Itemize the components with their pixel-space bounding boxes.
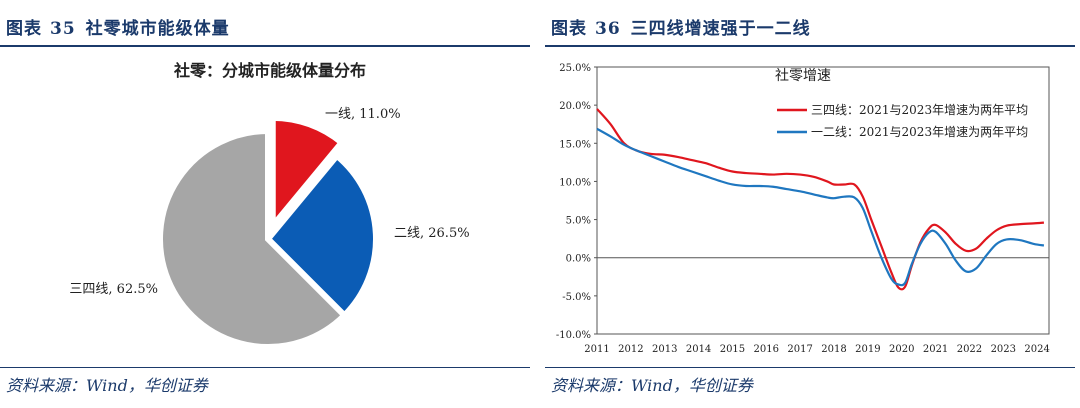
x-tick-label: 2013: [652, 344, 677, 355]
y-tick-label: -5.0%: [562, 292, 591, 303]
pie-chart: 社零：分城市能级体量分布 一线, 11.0% 二线, 26.5% 三四线, 62.5…: [69, 61, 470, 350]
x-tick-label: 2022: [957, 344, 982, 355]
x-tick-label: 2015: [720, 344, 745, 355]
left-figure-panel: 图表 35 社零城市能级体量 社零：分城市能级体量分布 一线, 11.0% 二线, 2…: [0, 0, 530, 408]
right-footer-rule: [545, 367, 1075, 368]
y-tick-label: 15.0%: [559, 139, 591, 150]
left-figure-label: 图表: [6, 19, 42, 39]
x-tick-label: 2020: [889, 344, 914, 355]
x-tick-label: 2011: [584, 344, 609, 355]
y-tick-label: 0.0%: [566, 254, 591, 265]
x-tick-label: 2024: [1024, 344, 1049, 355]
line-chart: 社零增速 25.0% 20.0% 15.0% 10.0% 5.0% 0.0% -5.0% -1…: [556, 63, 1050, 355]
legend-label-2: 一二线：2021与2023年增速为两年平均: [811, 125, 1028, 139]
line-series-2: [596, 127, 1045, 287]
y-tick-label: 10.0%: [559, 177, 591, 188]
y-tick-label: -10.0%: [556, 330, 591, 341]
right-source-note: 资料来源：Wind，华创证券: [551, 376, 753, 395]
x-tick-label: 2021: [923, 344, 948, 355]
right-figure-panel: 图表 36 三四线增速强于一二线 社零增速 25.0% 20.0% 15.0% 10.0%…: [545, 0, 1075, 408]
x-tick-label: 2016: [754, 344, 779, 355]
left-figure-number: 35: [50, 19, 76, 39]
pie-slice-label-3: 三四线, 62.5%: [69, 282, 158, 297]
pie-chart-title: 社零：分城市能级体量分布: [173, 61, 366, 80]
y-tick-label: 25.0%: [559, 63, 591, 74]
right-figure-number: 36: [595, 19, 621, 39]
left-source-note: 资料来源：Wind，华创证券: [6, 376, 208, 395]
pie-slice-2: [263, 151, 379, 320]
x-tick-label: 2012: [618, 344, 643, 355]
line-chart-title: 社零增速: [775, 68, 831, 84]
legend-label-1: 三四线：2021与2023年增速为两年平均: [811, 103, 1028, 117]
right-figure-title: 三四线增速强于一二线: [630, 19, 811, 39]
left-figure-header: 图表 35 社零城市能级体量: [6, 14, 230, 39]
right-figure-label: 图表: [551, 19, 587, 39]
y-tick-label: 20.0%: [559, 101, 591, 112]
x-tick-label: 2023: [991, 344, 1016, 355]
x-tick-label: 2019: [855, 344, 880, 355]
left-figure-title: 社零城市能级体量: [85, 19, 230, 39]
y-tick-label: 5.0%: [566, 216, 591, 227]
pie-slice-1: [269, 114, 346, 235]
pie-slice-label-2: 二线, 26.5%: [394, 226, 470, 241]
pie-slice-3: [157, 127, 349, 350]
left-header-rule: [0, 45, 530, 47]
x-tick-label: 2017: [787, 344, 812, 355]
plot-area: [596, 66, 1050, 335]
pie-slice-label-1: 一线, 11.0%: [325, 107, 401, 122]
x-tick-label: 2018: [821, 344, 846, 355]
x-tick-label: 2014: [686, 344, 711, 355]
right-header-rule: [545, 45, 1075, 47]
left-footer-rule: [0, 367, 530, 368]
right-figure-header: 图表 36 三四线增速强于一二线: [551, 14, 811, 39]
line-series-1: [596, 108, 1045, 291]
